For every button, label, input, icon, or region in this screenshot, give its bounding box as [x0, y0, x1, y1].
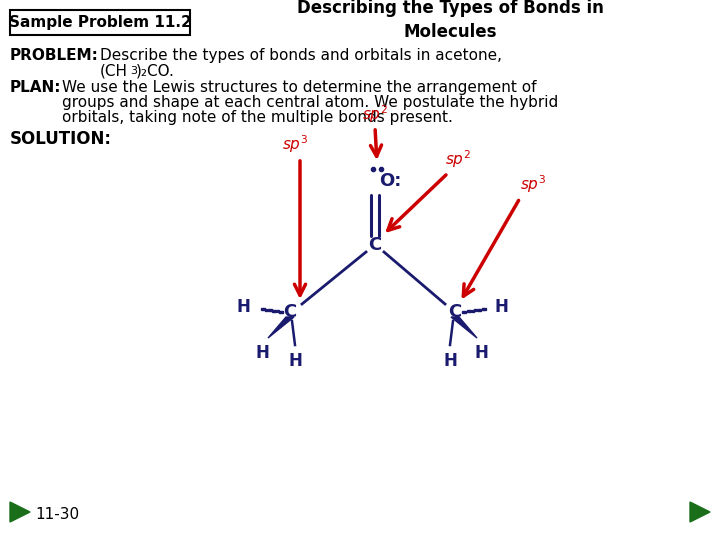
Text: C: C	[449, 303, 462, 321]
Text: H: H	[474, 344, 488, 362]
Text: Sample Problem 11.2: Sample Problem 11.2	[9, 16, 192, 30]
Text: Describing the Types of Bonds in
Molecules: Describing the Types of Bonds in Molecul…	[297, 0, 603, 41]
Text: orbitals, taking note of the multiple bonds present.: orbitals, taking note of the multiple bo…	[62, 110, 453, 125]
Text: )₂CO.: )₂CO.	[136, 63, 175, 78]
Text: groups and shape at each central atom. We postulate the hybrid: groups and shape at each central atom. W…	[62, 95, 558, 110]
Text: PROBLEM:: PROBLEM:	[10, 48, 99, 63]
Text: H: H	[443, 352, 457, 370]
Text: C: C	[369, 236, 382, 254]
Bar	[10, 10, 190, 35]
Text: H: H	[236, 298, 250, 316]
Text: 3: 3	[130, 66, 137, 76]
Text: We use the Lewis structures to determine the arrangement of: We use the Lewis structures to determine…	[62, 80, 536, 95]
Text: $\mathit{sp}^3$: $\mathit{sp}^3$	[282, 133, 308, 155]
Text: $\mathit{sp}^3$: $\mathit{sp}^3$	[520, 173, 546, 195]
Text: (CH: (CH	[100, 63, 128, 78]
Text: Describe the types of bonds and orbitals in acetone,: Describe the types of bonds and orbitals…	[100, 48, 502, 63]
Text: O:: O:	[379, 172, 401, 190]
Text: H: H	[255, 344, 269, 362]
Text: H: H	[495, 298, 509, 316]
Text: C: C	[284, 303, 297, 321]
Polygon shape	[10, 502, 30, 522]
Text: H: H	[288, 352, 302, 370]
Text: $\mathit{sp}^2$: $\mathit{sp}^2$	[362, 103, 388, 125]
Text: PLAN:: PLAN:	[10, 80, 61, 95]
Text: 11-30: 11-30	[35, 507, 79, 522]
Polygon shape	[268, 317, 294, 338]
Text: SOLUTION:: SOLUTION:	[10, 130, 112, 148]
Polygon shape	[690, 502, 710, 522]
Text: $\mathit{sp}^2$: $\mathit{sp}^2$	[445, 148, 471, 170]
Polygon shape	[451, 317, 477, 338]
